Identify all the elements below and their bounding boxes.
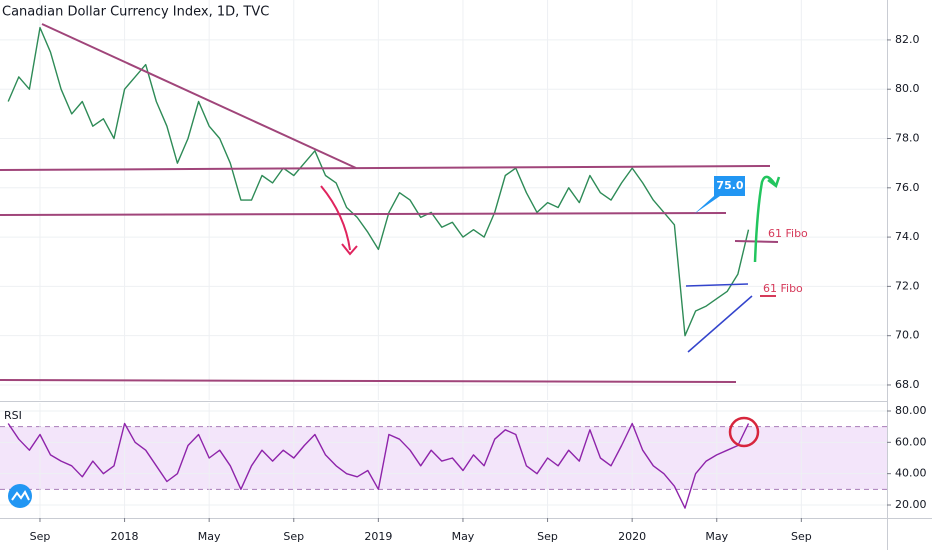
fibo-label: 61 Fibo [763, 282, 803, 295]
y-tick-label: 80.0 [895, 82, 920, 95]
support-line [0, 212, 727, 216]
x-tick-label: May [452, 530, 475, 543]
x-tick-label: Sep [537, 530, 558, 543]
x-tick-label: 2019 [364, 530, 392, 543]
triangle [685, 283, 753, 353]
chart-title: Canadian Dollar Currency Index, 1D, TVC [2, 5, 269, 20]
y-tick-label: 78.0 [895, 132, 920, 145]
y-tick-label: 68.0 [895, 378, 920, 391]
projection-head [767, 176, 781, 189]
x-tick-label: Sep [791, 530, 812, 543]
x-tick-label: May [705, 530, 728, 543]
triangle-top [685, 283, 749, 287]
drawings [0, 23, 779, 383]
fibo-label: 61 Fibo [768, 227, 808, 240]
arrow-head [341, 243, 358, 256]
callout [694, 176, 745, 214]
series-line [7, 422, 750, 509]
arrow [320, 185, 351, 251]
callout-label: 75.0 [716, 179, 743, 192]
logo-mark [11, 490, 30, 501]
trend-line [41, 23, 357, 169]
y-tick-label: 40.00 [895, 467, 927, 480]
y-tick-label: 80.00 [895, 404, 927, 417]
triangle-bottom [687, 295, 753, 353]
x-tick-label: 2020 [618, 530, 646, 543]
y-tick-label: 82.0 [895, 33, 920, 46]
y-tick-label: 72.0 [895, 279, 920, 292]
x-tick-label: 2018 [111, 530, 139, 543]
x-tick-label: May [198, 530, 221, 543]
y-tick-label: 70.0 [895, 329, 920, 342]
marks [7, 26, 750, 509]
rsi-label: RSI [4, 409, 22, 422]
x-tick-label: Sep [30, 530, 51, 543]
series-line [7, 26, 750, 337]
y-tick-label: 74.0 [895, 230, 920, 243]
bottom-line [0, 379, 737, 383]
y-tick-label: 60.00 [895, 435, 927, 448]
y-tick-label: 20.00 [895, 498, 927, 511]
rsi-band [0, 426, 887, 490]
projection-arrow [753, 175, 778, 263]
x-tick-label: Sep [283, 530, 304, 543]
grid [0, 0, 887, 518]
resistance-line [0, 165, 771, 171]
y-tick-label: 76.0 [895, 181, 920, 194]
highlight-circle [728, 416, 760, 448]
